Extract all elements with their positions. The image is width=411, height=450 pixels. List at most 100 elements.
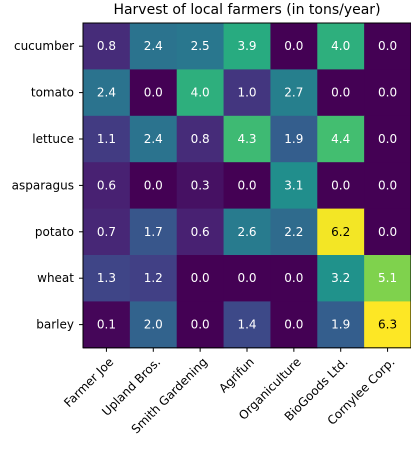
cell-value-label: 0.0 [237,178,256,192]
chart-title: Harvest of local farmers (in tons/year) [113,2,380,18]
heatmap-cell [176,208,225,256]
cell-value-label: 0.0 [331,86,350,100]
heatmap-cell [129,69,178,117]
heatmap-cell [270,69,318,117]
cell-value-label: 0.0 [191,318,210,332]
heatmap-cell [270,255,318,302]
heatmap-cell [270,301,318,349]
heatmap-cells [83,23,411,349]
heatmap-cell [270,115,318,163]
y-tick-label: lettuce [32,132,74,146]
heatmap-cell [270,162,318,210]
cell-value-label: 6.2 [331,225,350,239]
cell-value-label: 1.2 [144,271,163,285]
cell-value-label: 1.7 [144,225,163,239]
cell-value-label: 0.0 [191,271,210,285]
heatmap-cell [364,23,411,70]
heatmap-cell [223,162,272,210]
heatmap-cell [129,208,178,256]
heatmap-cell [364,162,411,210]
cell-value-label: 2.4 [144,132,163,146]
heatmap-cell [223,301,272,349]
cell-value-label: 0.0 [378,86,397,100]
heatmap-cell [83,115,131,163]
cell-value-label: 1.4 [237,318,256,332]
heatmap-cell [223,115,272,163]
heatmap-cell [83,301,131,349]
heatmap-cell [129,255,178,302]
cell-value-label: 0.3 [191,178,210,192]
cell-value-label: 0.0 [284,271,303,285]
cell-value-label: 1.9 [331,318,350,332]
cell-value-label: 6.3 [378,318,397,332]
heatmap-cell [270,23,318,70]
heatmap-cell [317,208,365,256]
y-tick-label: cucumber [14,39,74,53]
cell-value-label: 2.5 [191,39,210,53]
heatmap-cell [83,208,131,256]
cell-value-label: 1.9 [284,132,303,146]
heatmap-cell [176,162,225,210]
heatmap-cell [83,23,131,70]
heatmap-cell [317,301,365,349]
cell-value-label: 2.6 [237,225,256,239]
heatmap-cell [223,255,272,302]
heatmap-cell [364,115,411,163]
heatmap-cell [364,255,411,302]
cell-value-label: 0.0 [144,86,163,100]
y-tick-label: asparagus [12,178,74,192]
y-tick-label: barley [36,318,74,332]
heatmap-cell [176,69,225,117]
heatmap-cell [364,69,411,117]
cell-value-label: 0.6 [97,178,116,192]
cell-value-label: 2.4 [144,39,163,53]
cell-value-label: 4.0 [191,86,210,100]
cell-value-label: 0.0 [144,178,163,192]
y-axis-ticks: cucumber tomato lettuce asparagus potato whea… [12,39,83,332]
heatmap-cell [176,23,225,70]
cell-value-label: 1.1 [97,132,116,146]
cell-value-label: 3.9 [237,39,256,53]
cell-value-label: 2.0 [144,318,163,332]
y-tick-label: wheat [37,271,74,285]
cell-value-label: 3.1 [284,178,303,192]
cell-value-label: 0.8 [191,132,210,146]
heatmap-cell [83,255,131,302]
cell-value-label: 4.4 [331,132,350,146]
heatmap-cell [317,115,365,163]
cell-value-label: 2.2 [284,225,303,239]
heatmap-cell [129,162,178,210]
heatmap-cell [176,255,225,302]
cell-value-label: 0.8 [97,39,116,53]
heatmap-cell [364,208,411,256]
cell-value-label: 0.0 [331,178,350,192]
heatmap-cell [317,162,365,210]
cell-value-label: 1.3 [97,271,116,285]
cell-value-label: 1.0 [237,86,256,100]
cell-value-label: 2.4 [97,86,116,100]
cell-value-label: 0.6 [191,225,210,239]
heatmap-cell [129,115,178,163]
heatmap-cell [270,208,318,256]
cell-value-label: 0.0 [237,271,256,285]
heatmap-cell [223,23,272,70]
cell-value-label: 4.3 [237,132,256,146]
cell-value-label: 0.0 [378,225,397,239]
heatmap-cell [83,69,131,117]
heatmap-cell [83,162,131,210]
cell-value-label: 5.1 [378,271,397,285]
cell-value-label: 4.0 [331,39,350,53]
cell-value-label: 0.1 [97,318,116,332]
y-tick-label: potato [35,225,74,239]
cell-value-label: 0.7 [97,225,116,239]
heatmap-cell [129,23,178,70]
cell-value-label: 0.0 [378,178,397,192]
cell-value-labels: 0.8 2.4 2.5 3.9 0.0 4.0 0.0 2.4 0.0 4.0 1.0 2.7 0.0 0… [97,39,397,331]
y-tick-label: tomato [31,86,74,100]
heatmap-cell [176,301,225,349]
cell-value-label: 0.0 [378,39,397,53]
cell-value-label: 3.2 [331,271,350,285]
cell-value-label: 0.0 [284,39,303,53]
